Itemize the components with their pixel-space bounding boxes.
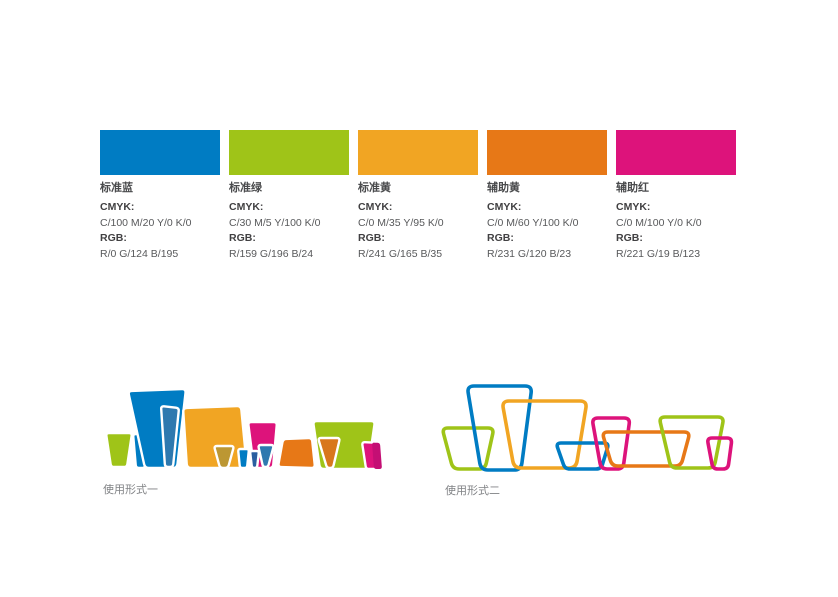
color-column-green: 标准绿 CMYK: C/30 M/5 Y/100 K/0 RGB: R/159 … <box>229 130 349 262</box>
rgb-label: RGB: <box>229 232 256 244</box>
color-specs: CMYK: C/30 M/5 Y/100 K/0 RGB: R/159 G/19… <box>229 200 349 262</box>
cmyk-value: C/0 M/60 Y/100 K/0 <box>487 216 579 229</box>
outline-cup-blue-tall-icon <box>466 384 533 472</box>
cmyk-value: C/100 M/20 Y/0 K/0 <box>100 216 192 229</box>
cmyk-value: C/0 M/35 Y/95 K/0 <box>358 216 444 229</box>
color-name: 标准蓝 <box>100 182 133 194</box>
color-column-aux-yellow: 辅助黄 CMYK: C/0 M/60 Y/100 K/0 RGB: R/231 … <box>487 130 607 262</box>
outline-cup-magenta-small-icon <box>706 436 734 471</box>
outline-cup-orange-wide-icon <box>601 430 691 468</box>
cup-magenta-shade-icon <box>372 442 382 469</box>
color-swatch <box>616 130 736 175</box>
cmyk-label: CMYK: <box>616 201 651 213</box>
color-name: 辅助黄 <box>487 182 520 194</box>
color-swatch <box>100 130 220 175</box>
color-specs: CMYK: C/0 M/60 Y/100 K/0 RGB: R/231 G/12… <box>487 200 607 262</box>
color-swatch <box>358 130 478 175</box>
cmyk-label: CMYK: <box>487 201 522 213</box>
cup-darkblue-narrow-icon <box>159 405 180 469</box>
color-swatch <box>229 130 349 175</box>
usage-form-1-label: 使用形式一 <box>103 484 158 496</box>
rgb-value: R/221 G/19 B/123 <box>616 247 701 260</box>
cup-green-left-icon <box>105 431 133 469</box>
logo-usage-form-2 <box>441 384 734 472</box>
usage-form-2-label: 使用形式二 <box>445 485 500 497</box>
cmyk-label: CMYK: <box>358 201 393 213</box>
rgb-label: RGB: <box>358 232 385 244</box>
cup-yellow-large-icon <box>182 404 248 470</box>
color-specs: CMYK: C/0 M/35 Y/95 K/0 RGB: R/241 G/165… <box>358 200 478 262</box>
cmyk-value: C/30 M/5 Y/100 K/0 <box>229 216 321 229</box>
color-name: 标准绿 <box>229 182 262 194</box>
color-specs: CMYK: C/0 M/100 Y/0 K/0 RGB: R/221 G/19 … <box>616 200 736 262</box>
rgb-label: RGB: <box>616 232 643 244</box>
outline-cup-green-right-icon <box>658 415 725 470</box>
color-name: 标准黄 <box>358 182 391 194</box>
outline-cup-blue-small-icon <box>555 441 610 471</box>
cup-darkblue-tri-icon <box>257 443 275 469</box>
color-name: 辅助红 <box>616 182 649 194</box>
cmyk-label: CMYK: <box>100 201 135 213</box>
rgb-value: R/231 G/120 B/23 <box>487 247 572 260</box>
color-specs: CMYK: C/100 M/20 Y/0 K/0 RGB: R/0 G/124 … <box>100 200 220 262</box>
cmyk-label: CMYK: <box>229 201 264 213</box>
rgb-value: R/241 G/165 B/35 <box>358 247 443 260</box>
outline-cup-green-left-icon <box>441 426 495 471</box>
cup-darkorange-icon <box>317 436 341 470</box>
color-column-aux-red: 辅助红 CMYK: C/0 M/100 Y/0 K/0 RGB: R/221 G… <box>616 130 736 262</box>
cup-olive-small-icon <box>213 444 235 470</box>
rgb-value: R/159 G/196 B/24 <box>229 247 314 260</box>
logo-usage-form-1 <box>105 387 384 470</box>
rgb-label: RGB: <box>487 232 514 244</box>
outline-cup-yellow-large-icon <box>501 399 588 470</box>
outline-cup-magenta-tall-icon <box>591 416 632 471</box>
cup-navy-tiny-icon <box>249 449 260 470</box>
rgb-value: R/0 G/124 B/195 <box>100 247 179 260</box>
color-swatch <box>487 130 607 175</box>
cup-blue-tiny-icon <box>237 447 250 470</box>
rgb-label: RGB: <box>100 232 127 244</box>
color-palette: 标准蓝 CMYK: C/100 M/20 Y/0 K/0 RGB: R/0 G/… <box>100 130 736 262</box>
color-column-blue: 标准蓝 CMYK: C/100 M/20 Y/0 K/0 RGB: R/0 G/… <box>100 130 220 262</box>
cup-orange-wide-icon <box>277 436 316 470</box>
cmyk-value: C/0 M/100 Y/0 K/0 <box>616 216 702 229</box>
color-column-yellow: 标准黄 CMYK: C/0 M/35 Y/95 K/0 RGB: R/241 G… <box>358 130 478 262</box>
